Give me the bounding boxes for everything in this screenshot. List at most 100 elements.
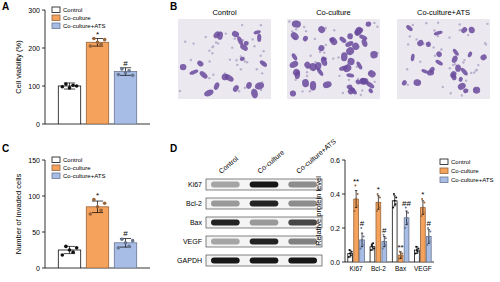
- error-cap: [361, 246, 363, 247]
- cell: [291, 20, 301, 28]
- error-cap: [371, 243, 373, 244]
- cell: [328, 36, 338, 47]
- pore: [229, 58, 231, 60]
- point: [361, 239, 363, 241]
- pore: [240, 68, 242, 70]
- point: [415, 246, 417, 248]
- cell: [467, 51, 473, 58]
- pore: [470, 72, 472, 74]
- cell: [347, 33, 353, 39]
- point: [354, 210, 356, 212]
- bar: [404, 218, 409, 262]
- pore: [425, 22, 427, 24]
- pore: [306, 75, 308, 77]
- pore: [325, 44, 327, 46]
- pore: [241, 24, 243, 26]
- point: [71, 250, 75, 254]
- point: [384, 244, 386, 246]
- y-tick: [42, 48, 45, 49]
- cell: [341, 52, 348, 61]
- blot-strip: [206, 179, 322, 190]
- pore: [314, 61, 316, 63]
- legend-label: Co-culture+ATS: [451, 177, 493, 183]
- y-tick-label: 0.6: [330, 157, 340, 164]
- legend-label: Control: [451, 159, 470, 165]
- annotation: #: [360, 219, 365, 228]
- cell: [289, 31, 300, 42]
- legend-label: Co-culture+ATS: [63, 173, 105, 179]
- pore: [309, 90, 311, 92]
- pore: [215, 41, 217, 43]
- point: [371, 246, 373, 248]
- pore: [450, 92, 452, 94]
- chart: 050100150Number of invaded cells*#Contro…: [14, 157, 150, 272]
- marks: [58, 198, 136, 268]
- cell: [452, 48, 460, 57]
- error-cap: [349, 250, 351, 251]
- point: [127, 69, 131, 73]
- point: [392, 207, 394, 209]
- cell: [421, 68, 429, 74]
- pore: [291, 30, 293, 32]
- error-cap: [377, 195, 379, 196]
- point: [414, 253, 416, 255]
- pore: [309, 54, 311, 56]
- cell: [367, 69, 377, 79]
- point: [124, 71, 128, 75]
- cell: [213, 82, 221, 91]
- y-tick: [42, 86, 45, 87]
- point: [407, 212, 409, 214]
- point: [398, 258, 400, 260]
- bar: [86, 42, 108, 124]
- band: [211, 258, 240, 264]
- pore: [212, 74, 214, 76]
- bar: [354, 199, 359, 262]
- y-tick-label: 0.4: [330, 191, 340, 198]
- point: [420, 215, 422, 217]
- point: [351, 251, 353, 253]
- band: [211, 182, 240, 188]
- cell: [257, 34, 261, 42]
- annotation: *: [96, 30, 99, 39]
- cell: [253, 30, 261, 36]
- point: [103, 201, 107, 205]
- pore: [337, 56, 339, 58]
- bar: [58, 86, 80, 124]
- pore: [437, 35, 439, 37]
- y-tick: [342, 262, 345, 263]
- point: [377, 202, 379, 204]
- legend-swatch: [52, 15, 60, 21]
- annotation: **: [353, 177, 359, 186]
- point: [370, 249, 372, 251]
- cell: [463, 88, 469, 93]
- pore: [348, 79, 350, 81]
- pore: [246, 61, 248, 63]
- error-bar: [361, 233, 363, 247]
- micrograph: [397, 19, 490, 99]
- point: [355, 198, 357, 200]
- pore: [314, 38, 316, 40]
- cell: [289, 60, 300, 69]
- x-tick-label: Ki67: [350, 265, 363, 272]
- panel-letter: B: [170, 1, 177, 12]
- pore: [251, 38, 253, 40]
- legend-label: Co-culture: [63, 15, 91, 21]
- micrograph: [287, 19, 380, 99]
- point: [400, 256, 402, 258]
- error-bar: [355, 191, 357, 208]
- y-tick: [342, 228, 345, 229]
- point: [417, 247, 419, 249]
- pore: [419, 60, 421, 62]
- cell: [479, 53, 487, 61]
- cell: [361, 78, 368, 85]
- point: [96, 205, 100, 209]
- cell: [413, 79, 421, 87]
- pore: [305, 30, 307, 32]
- pore: [477, 64, 479, 66]
- error-cap: [416, 246, 418, 247]
- image-label: Control: [212, 8, 237, 17]
- pore: [407, 43, 409, 45]
- point: [426, 244, 428, 246]
- pore: [236, 64, 238, 66]
- annotation: #: [123, 229, 128, 238]
